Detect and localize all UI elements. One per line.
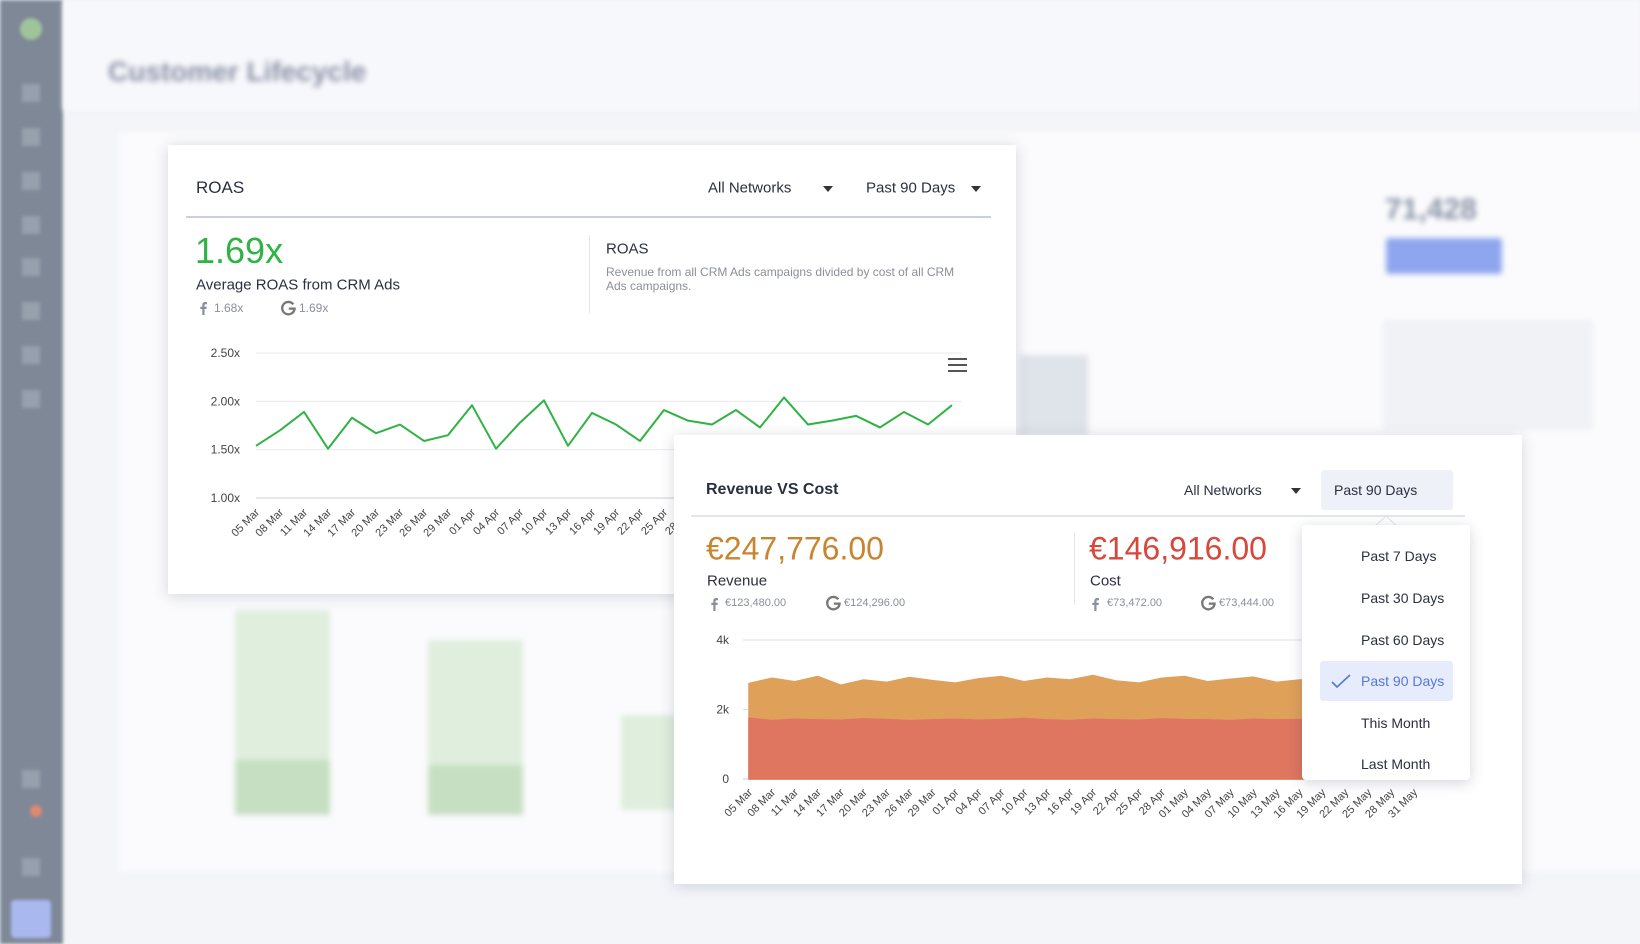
facebook-cost: €73,472.00 [1107,597,1163,609]
divider [691,515,1465,517]
separator [589,235,590,313]
y-tick-label: 0 [722,772,729,786]
y-tick-label: 4k [716,633,730,647]
info-text: Revenue from all CRM Ads campaigns divid… [606,265,955,293]
roas-value: 1.69x [195,230,284,271]
y-tick-label: 1.00x [211,491,240,505]
period-option[interactable]: Past 60 Days [1361,632,1445,648]
google-cost: €73,444.00 [1219,597,1275,609]
facebook-icon [711,598,718,611]
dropdown-caret [1291,488,1301,494]
period-filter[interactable]: Past 90 Days [1334,482,1418,498]
card-title: Revenue VS Cost [706,481,839,498]
data-line [255,396,953,450]
background-list [1383,320,1593,430]
google-revenue: €124,296.00 [844,597,906,609]
menu-line [948,364,967,366]
nav-icon [22,172,40,190]
info-title: ROAS [606,240,649,258]
google-icon [1201,595,1216,611]
nav-icon [22,770,40,788]
revenue-value: €247,776.00 [706,530,884,567]
menu-line [948,370,967,372]
nav-icon [22,258,40,276]
background-bar [428,765,523,815]
card-title: ROAS [196,178,245,197]
facebook-icon [1092,598,1099,611]
selected-highlight [1320,661,1453,701]
nav-icon [22,302,40,320]
period-button[interactable] [1321,470,1453,510]
period-option[interactable]: Past 30 Days [1361,590,1445,606]
header-bar [63,0,1640,110]
facebook-revenue: €123,480.00 [725,597,787,609]
cost-value: €146,916.00 [1089,530,1267,567]
facebook-roas: 1.68x [214,301,244,315]
separator [1074,533,1075,605]
nav-icon [22,346,40,364]
background-bar [235,760,330,815]
check-icon [1331,674,1351,688]
chart-menu[interactable] [948,358,967,372]
dropdown-caret [823,186,833,192]
user-avatar [11,900,51,938]
google-icon [281,300,296,316]
y-tick-label: 2.50x [211,346,240,360]
facebook-icon [200,302,207,315]
revenue-label: Revenue [707,572,768,590]
background-stat: 71,428 [1385,193,1477,226]
background-button [1386,238,1502,274]
nav-icon [22,390,40,408]
divider [186,216,991,218]
network-filter[interactable]: All Networks [1184,482,1262,498]
x-tick-label: 29 Mar [421,506,454,539]
network-filter[interactable]: All Networks [708,179,792,197]
period-option[interactable]: This Month [1361,715,1431,731]
logo [20,18,42,40]
menu-line [948,358,967,360]
cost-label: Cost [1090,572,1121,590]
y-tick-label: 2k [716,703,730,717]
period-option[interactable]: Past 7 Days [1361,548,1437,564]
dropdown-caret [971,186,981,192]
notification-dot [30,805,42,817]
google-roas: 1.69x [299,301,329,315]
menu-pointer [1374,515,1398,527]
nav-icon [22,128,40,146]
check-mark [1331,674,1351,688]
page-title: Customer Lifecycle [108,56,367,87]
revenue-card: Revenue VS Cost All Networks Past 90 Day… [674,435,1522,884]
nav-icon [22,84,40,102]
period-filter[interactable]: Past 90 Days [866,179,956,197]
y-tick-label: 1.50x [211,443,240,457]
google-icon [826,595,841,611]
nav-icon [22,216,40,234]
nav-icon [22,858,40,876]
period-menu: Past 7 Days Past 30 Days Past 60 Days Past … [1302,525,1470,780]
background-bar [1020,355,1088,435]
sidebar [0,0,63,944]
background-bar [621,715,681,810]
roas-value-label: Average ROAS from CRM Ads [196,276,400,294]
period-option[interactable]: Last Month [1361,756,1431,772]
y-tick-label: 2.00x [211,394,240,408]
period-option[interactable]: Past 90 Days [1361,673,1445,689]
